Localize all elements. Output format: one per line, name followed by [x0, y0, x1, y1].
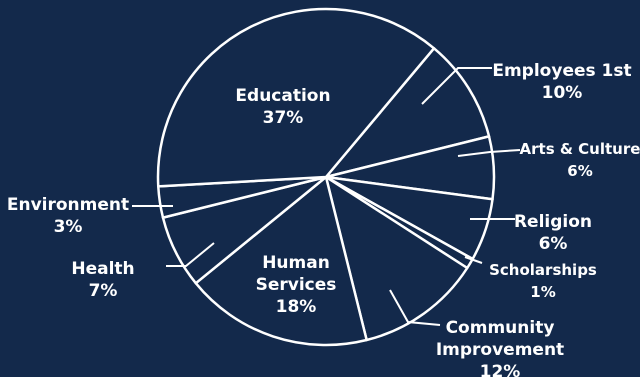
- slice-label-scholarships: Scholarships: [489, 261, 597, 279]
- leader-line-employees-1st: [421, 67, 492, 105]
- slice-label-human-services: Human Services: [256, 253, 337, 295]
- leader-line-arts-and-culture: [457, 149, 521, 157]
- slice-label-education: Education: [235, 86, 330, 106]
- pie-slice-human-services: [194, 175, 368, 347]
- slice-label-arts-and-culture: Arts & Culture: [520, 140, 640, 158]
- slice-label-employees-1st: Employees 1st: [492, 61, 631, 81]
- slice-value-arts-and-culture: 6%: [567, 162, 592, 180]
- slice-label-health: Health: [71, 259, 134, 279]
- pie-slice-education: [156, 7, 436, 188]
- slice-value-human-services: 18%: [276, 297, 317, 317]
- slice-value-religion: 6%: [539, 234, 568, 254]
- slice-value-health: 7%: [89, 281, 118, 301]
- slice-value-scholarships: 1%: [530, 283, 555, 301]
- leader-line-community-improvement: [389, 289, 441, 326]
- slice-value-employees-1st: 10%: [542, 83, 583, 103]
- slice-label-environment: Environment: [7, 195, 129, 215]
- leader-line-scholarships: [464, 256, 483, 264]
- slice-label-religion: Religion: [514, 212, 592, 232]
- leader-line-health: [166, 242, 215, 267]
- slice-label-community-improvement: Community Improvement: [436, 318, 564, 360]
- pie-slice-employees-1st: [324, 47, 491, 179]
- slice-value-education: 37%: [263, 108, 304, 128]
- slice-value-community-improvement: 12%: [480, 362, 521, 377]
- slice-value-environment: 3%: [54, 217, 83, 237]
- pie-slice-community-improvement: [324, 175, 469, 342]
